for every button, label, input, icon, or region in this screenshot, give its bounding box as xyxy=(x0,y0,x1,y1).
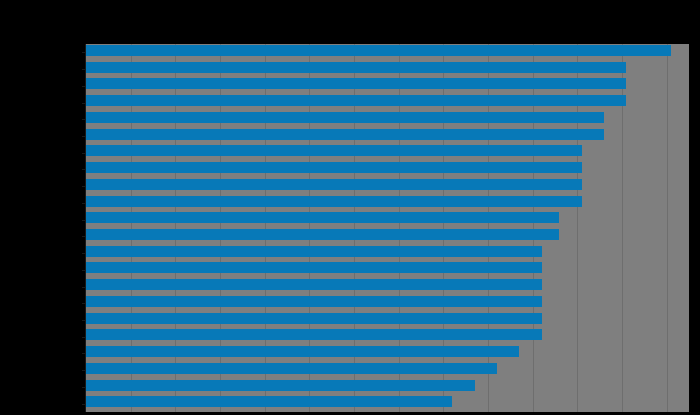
gridline xyxy=(264,44,266,412)
y-tick-mark xyxy=(82,269,85,271)
bar-row xyxy=(86,278,689,295)
bar xyxy=(86,229,560,240)
bar-row xyxy=(86,228,689,245)
gridline xyxy=(532,44,534,412)
bar xyxy=(86,162,582,174)
bar-series xyxy=(86,44,689,412)
y-tick-mark xyxy=(82,353,85,355)
bar-row xyxy=(86,245,689,262)
bar xyxy=(86,195,582,207)
bar xyxy=(86,78,627,90)
bar xyxy=(86,379,475,391)
bar xyxy=(86,329,542,341)
y-tick-mark xyxy=(82,303,85,305)
bar-row xyxy=(86,144,689,161)
bar-row xyxy=(86,77,689,94)
bar-row xyxy=(86,195,689,212)
bar xyxy=(86,295,542,307)
y-tick-mark xyxy=(82,186,85,188)
bar xyxy=(86,45,672,56)
bar xyxy=(86,312,542,324)
bar-row xyxy=(86,111,689,128)
y-tick-mark xyxy=(82,119,85,121)
bar-row xyxy=(86,94,689,111)
y-tick-mark xyxy=(82,102,85,104)
bar-row xyxy=(86,295,689,312)
bar xyxy=(86,111,605,123)
gridline xyxy=(488,44,489,412)
y-tick-mark xyxy=(82,85,85,87)
bar xyxy=(86,262,542,274)
bar-row xyxy=(86,44,689,61)
bar-row xyxy=(86,312,689,329)
bar xyxy=(86,178,582,190)
y-tick-mark xyxy=(82,69,85,71)
bar-row xyxy=(86,178,689,195)
bar-row xyxy=(86,211,689,228)
gridline xyxy=(666,44,668,412)
y-tick-mark xyxy=(82,320,85,321)
bar-row xyxy=(86,61,689,78)
y-tick-mark xyxy=(82,286,85,288)
bar xyxy=(86,128,605,140)
gridline xyxy=(622,44,623,412)
bar xyxy=(86,212,560,224)
y-tick-mark xyxy=(82,236,85,238)
bar xyxy=(86,346,520,358)
gridline xyxy=(309,44,311,412)
bar-row xyxy=(86,395,689,412)
y-tick-mark xyxy=(82,202,85,204)
gridline xyxy=(443,44,445,412)
bar-row xyxy=(86,128,689,145)
bar-row xyxy=(86,379,689,396)
bar xyxy=(86,95,627,107)
bar xyxy=(86,279,542,291)
bar xyxy=(86,245,542,257)
bar-row xyxy=(86,362,689,379)
gridline xyxy=(398,44,400,412)
y-tick-mark xyxy=(82,219,85,221)
bar xyxy=(86,61,627,73)
y-tick-mark xyxy=(82,386,85,388)
bar xyxy=(86,362,497,374)
y-tick-mark xyxy=(82,403,85,405)
gridline xyxy=(130,44,132,412)
y-tick-mark xyxy=(82,336,85,338)
plot-area xyxy=(86,44,689,412)
y-tick-mark xyxy=(82,253,85,255)
bar xyxy=(86,396,453,408)
y-tick-mark xyxy=(82,136,85,137)
gridline xyxy=(220,44,221,412)
y-tick-mark xyxy=(82,152,85,154)
y-axis-spine xyxy=(85,44,86,412)
y-tick-mark xyxy=(82,52,85,54)
gridline xyxy=(175,44,177,412)
bar-row xyxy=(86,345,689,362)
bar-row xyxy=(86,261,689,278)
gridline xyxy=(577,44,579,412)
y-tick-mark xyxy=(82,169,85,171)
bar-row xyxy=(86,328,689,345)
gridline xyxy=(354,44,355,412)
y-tick-mark xyxy=(82,370,85,372)
bar-row xyxy=(86,161,689,178)
bar xyxy=(86,145,582,157)
